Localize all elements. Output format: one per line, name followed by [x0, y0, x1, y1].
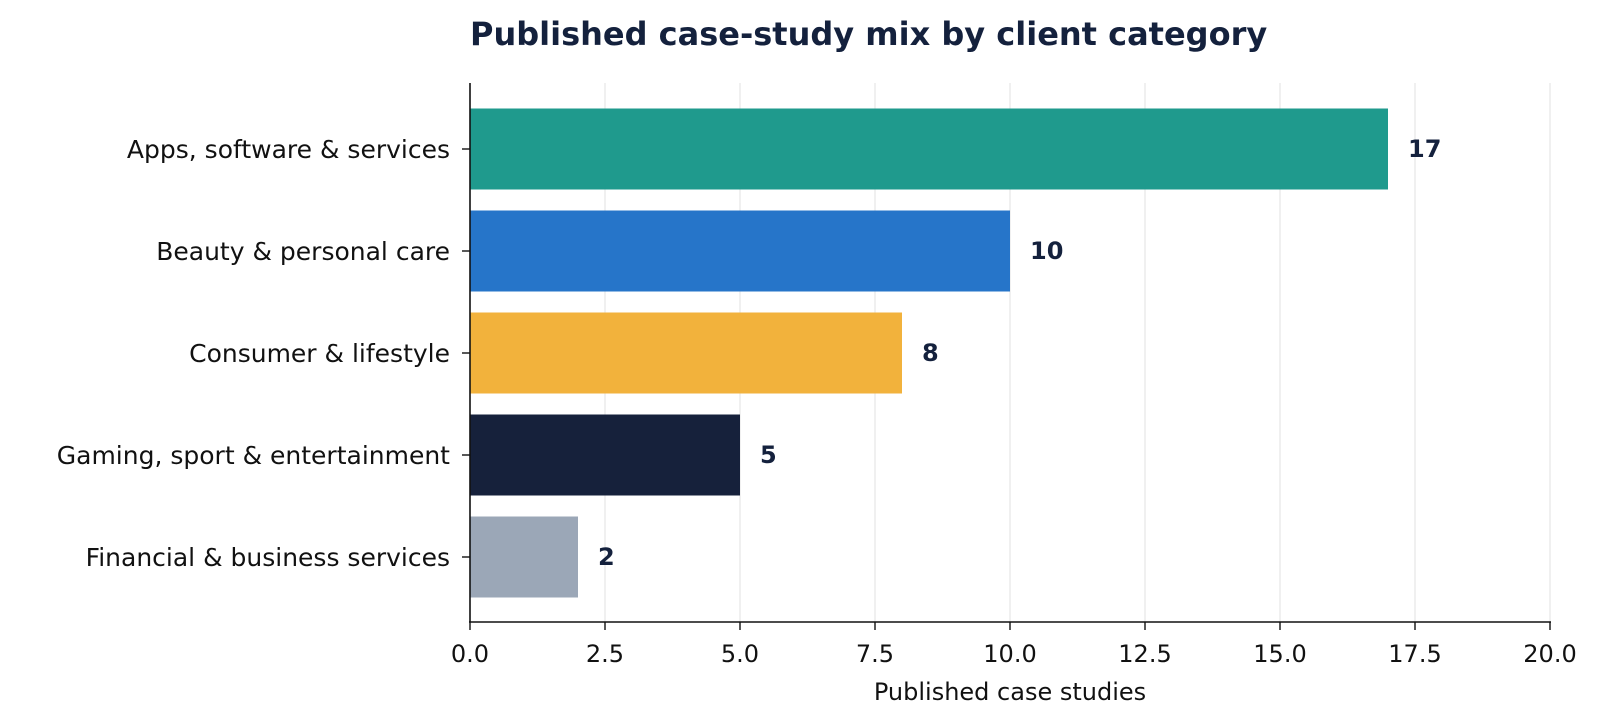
- chart-title: Published case-study mix by client categ…: [470, 15, 1267, 53]
- axes: Apps, software & services Beauty & person…: [57, 83, 1577, 668]
- bar: [470, 516, 578, 598]
- value-label: 8: [922, 339, 939, 367]
- category-label: Gaming, sport & entertainment: [57, 441, 450, 470]
- value-label: 5: [760, 441, 777, 469]
- bar: [470, 108, 1388, 190]
- bar: [470, 414, 740, 496]
- category-label: Consumer & lifestyle: [189, 339, 450, 368]
- value-label: 2: [598, 543, 615, 571]
- bar: [470, 210, 1010, 292]
- bar: [470, 312, 902, 394]
- x-tick-label: 5.0: [721, 640, 759, 668]
- value-label: 17: [1408, 135, 1441, 163]
- x-tick-label: 15.0: [1253, 640, 1306, 668]
- bars: 17 10 8 5 2: [470, 108, 1441, 598]
- x-tick-label: 7.5: [856, 640, 894, 668]
- x-tick-label: 10.0: [983, 640, 1036, 668]
- x-tick-label: 20.0: [1523, 640, 1576, 668]
- category-label: Financial & business services: [86, 543, 450, 572]
- x-tick-label: 12.5: [1118, 640, 1171, 668]
- x-tick-label: 0.0: [451, 640, 489, 668]
- category-label: Apps, software & services: [127, 135, 450, 164]
- x-tick-label: 2.5: [586, 640, 624, 668]
- value-label: 10: [1030, 237, 1063, 265]
- category-label: Beauty & personal care: [156, 237, 450, 266]
- x-axis-title: Published case studies: [874, 678, 1146, 706]
- x-tick-label: 17.5: [1388, 640, 1441, 668]
